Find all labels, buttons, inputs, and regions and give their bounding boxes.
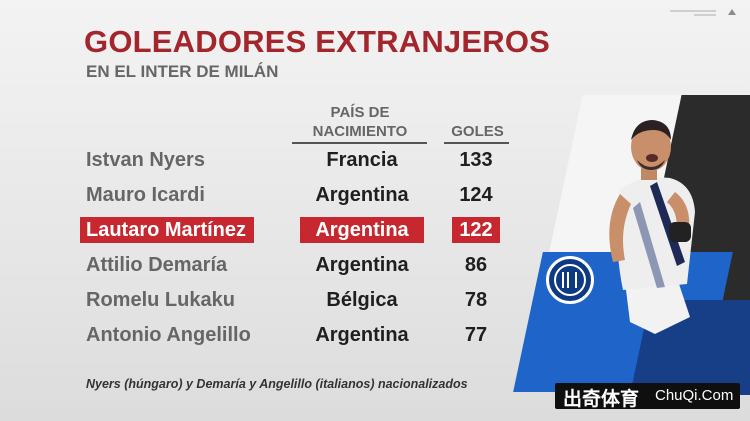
table-row: Antonio Angelillo Argentina 77 — [0, 322, 520, 348]
player-name: Mauro Icardi — [86, 184, 205, 206]
goals-header-rule — [444, 142, 509, 144]
player-name: Istvan Nyers — [86, 149, 205, 171]
player-goals: 78 — [464, 289, 488, 311]
player-country: Argentina — [300, 217, 424, 243]
country-header-line2: NACIMIENTO — [312, 123, 408, 140]
player-goals: 77 — [464, 324, 488, 346]
player-country: Argentina — [315, 184, 409, 206]
player-country: Francia — [326, 149, 398, 171]
player-country: Bélgica — [326, 289, 398, 311]
player-goals: 133 — [459, 149, 493, 171]
player-celebrating-image — [609, 120, 695, 334]
site-watermark: 出奇体育 ChuQi.Com — [555, 383, 740, 410]
country-header-rule — [292, 142, 427, 144]
table-row: Attilio Demaría Argentina 86 — [0, 252, 520, 278]
player-goals: 122 — [452, 217, 500, 243]
player-goals: 86 — [464, 254, 488, 276]
table-row: Romelu Lukaku Bélgica 78 — [0, 287, 520, 313]
table-row-highlighted: Lautaro Martínez Argentina 122 — [0, 217, 520, 243]
player-name: Attilio Demaría — [86, 254, 228, 276]
player-name: Antonio Angelillo — [86, 324, 251, 346]
watermark-latin: ChuQi.Com — [655, 387, 734, 404]
player-country: Argentina — [315, 324, 409, 346]
goals-column-header: GOLES — [451, 123, 504, 140]
inter-milan-crest-icon — [546, 256, 594, 304]
player-name: Lautaro Martínez — [80, 217, 255, 243]
player-country: Argentina — [315, 254, 409, 276]
top-menu-icon — [670, 6, 740, 18]
player-goals: 124 — [459, 184, 493, 206]
player-name: Romelu Lukaku — [86, 289, 235, 311]
watermark-chinese: 出奇体育 — [563, 388, 640, 410]
graphic-title: GOLEADORES EXTRANJEROS — [84, 24, 551, 59]
table-row: Istvan Nyers Francia 133 — [0, 147, 520, 173]
country-header-line1: PAÍS DE — [330, 104, 390, 121]
country-column-header: PAÍS DE NACIMIENTO — [290, 103, 430, 141]
graphic-subtitle: EN EL INTER DE MILÁN — [86, 62, 279, 81]
table-row: Mauro Icardi Argentina 124 — [0, 182, 520, 208]
footnote: Nyers (húngaro) y Demaría y Angelillo (i… — [86, 377, 468, 391]
